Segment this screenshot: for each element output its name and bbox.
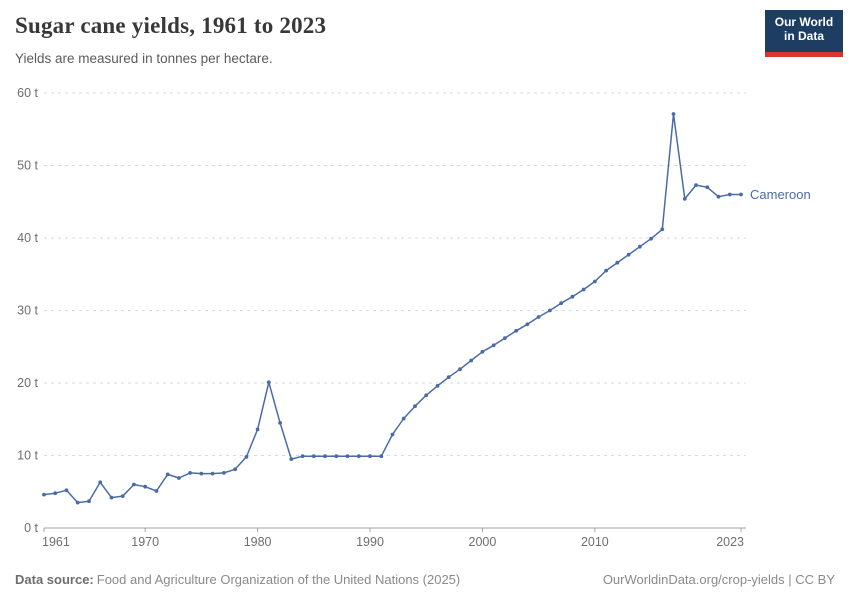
data-point[interactable] — [660, 227, 665, 232]
data-point[interactable] — [401, 416, 406, 421]
data-point[interactable] — [311, 454, 316, 459]
data-point[interactable] — [705, 185, 710, 190]
x-tick-label: 1990 — [356, 535, 384, 549]
data-point[interactable] — [379, 454, 384, 459]
data-point[interactable] — [435, 384, 440, 388]
x-tick-label: 2000 — [469, 535, 497, 549]
data-point[interactable] — [64, 488, 69, 493]
data-point[interactable] — [244, 455, 249, 459]
data-point[interactable] — [480, 349, 485, 354]
data-point[interactable] — [615, 260, 620, 265]
data-point[interactable] — [120, 494, 125, 498]
data-point[interactable] — [87, 499, 91, 504]
data-source-text: Food and Agriculture Organization of the… — [96, 572, 461, 587]
data-point[interactable] — [682, 197, 687, 201]
license-separator: | — [784, 572, 796, 587]
footer-credit: OurWorldinData.org/crop-yields | CC BY — [603, 572, 835, 587]
data-point[interactable] — [188, 471, 193, 475]
data-point[interactable] — [694, 183, 698, 187]
data-point[interactable] — [570, 294, 575, 299]
data-point[interactable] — [637, 244, 642, 249]
y-tick-label: 40 t — [17, 231, 38, 245]
data-point[interactable] — [233, 467, 238, 472]
data-point[interactable] — [278, 421, 282, 425]
data-point[interactable] — [727, 192, 732, 197]
owid-logo-line2: in Data — [783, 29, 824, 43]
chart-subtitle: Yields are measured in tonnes per hectar… — [15, 51, 273, 66]
x-axis: 1961 1970 1980 1990 2000 2010 2023 — [42, 528, 744, 549]
data-point[interactable] — [323, 454, 327, 459]
data-point[interactable] — [266, 380, 271, 385]
data-point[interactable] — [154, 489, 159, 493]
data-point[interactable] — [548, 308, 552, 313]
data-point[interactable] — [536, 315, 541, 319]
data-point[interactable] — [469, 358, 474, 363]
x-tick-label: 2010 — [581, 535, 609, 549]
owid-logo-line1: Our World — [774, 15, 834, 29]
data-point[interactable] — [581, 287, 586, 292]
data-point[interactable] — [593, 279, 597, 284]
data-point[interactable] — [514, 328, 519, 333]
data-point[interactable] — [222, 471, 226, 475]
data-point[interactable] — [210, 471, 215, 476]
data-point[interactable] — [98, 480, 103, 485]
data-point[interactable] — [626, 252, 631, 257]
data-point[interactable] — [109, 495, 114, 500]
data-point[interactable] — [289, 457, 294, 461]
data-point[interactable] — [424, 393, 429, 398]
data-point[interactable] — [42, 492, 46, 497]
data-point[interactable] — [446, 375, 451, 380]
data-point[interactable] — [604, 268, 608, 273]
data-point[interactable] — [75, 500, 80, 505]
y-tick-label: 30 t — [17, 304, 38, 318]
series-cameroon[interactable] — [43, 113, 742, 504]
data-point[interactable] — [413, 404, 417, 409]
data-point[interactable] — [649, 236, 653, 241]
data-point[interactable] — [334, 454, 339, 459]
data-point[interactable] — [458, 367, 462, 372]
data-points[interactable] — [42, 112, 743, 505]
data-point[interactable] — [390, 432, 395, 437]
data-source: Data source: Food and Agriculture Organiz… — [15, 572, 460, 587]
data-source-label: Data source: — [15, 572, 94, 587]
data-point[interactable] — [716, 194, 721, 199]
y-gridlines — [44, 92, 746, 529]
entity-label-cameroon[interactable]: Cameroon — [750, 187, 811, 202]
chart-footer: Data source: Food and Agriculture Organiz… — [15, 572, 835, 587]
data-point[interactable] — [503, 336, 507, 340]
data-point[interactable] — [559, 301, 563, 306]
y-tick-label: 60 t — [17, 86, 38, 100]
data-point[interactable] — [345, 454, 350, 459]
data-point[interactable] — [356, 454, 361, 459]
y-tick-label: 20 t — [17, 376, 38, 390]
x-tick-label: 2023 — [716, 535, 744, 549]
cameroon-line[interactable] — [43, 113, 742, 504]
data-point[interactable] — [739, 192, 743, 197]
y-tick-label: 50 t — [17, 159, 38, 173]
data-point[interactable] — [671, 112, 676, 116]
data-point[interactable] — [165, 472, 170, 477]
license-label: CC BY — [795, 572, 835, 587]
x-tick-label: 1980 — [244, 535, 272, 549]
data-point[interactable] — [132, 482, 136, 487]
data-point[interactable] — [255, 427, 260, 432]
data-point[interactable] — [177, 476, 181, 480]
x-tick-label: 1970 — [131, 535, 159, 549]
data-point[interactable] — [368, 454, 372, 459]
x-tick-label: 1961 — [42, 535, 70, 549]
data-point[interactable] — [300, 454, 305, 459]
data-point[interactable] — [199, 471, 204, 476]
data-point[interactable] — [53, 491, 58, 496]
y-tick-label: 0 t — [24, 521, 38, 535]
owid-link[interactable]: OurWorldinData.org/crop-yields — [602, 572, 785, 587]
owid-logo[interactable]: Our World in Data — [765, 10, 843, 57]
page-title: Sugar cane yields, 1961 to 2023 — [15, 13, 327, 38]
y-tick-label: 10 t — [17, 449, 38, 463]
data-point[interactable] — [525, 322, 530, 327]
data-point[interactable] — [491, 343, 496, 348]
data-point[interactable] — [143, 484, 148, 489]
y-axis-labels: 0 t 10 t 20 t 30 t 40 t 50 t 60 t — [17, 86, 38, 535]
